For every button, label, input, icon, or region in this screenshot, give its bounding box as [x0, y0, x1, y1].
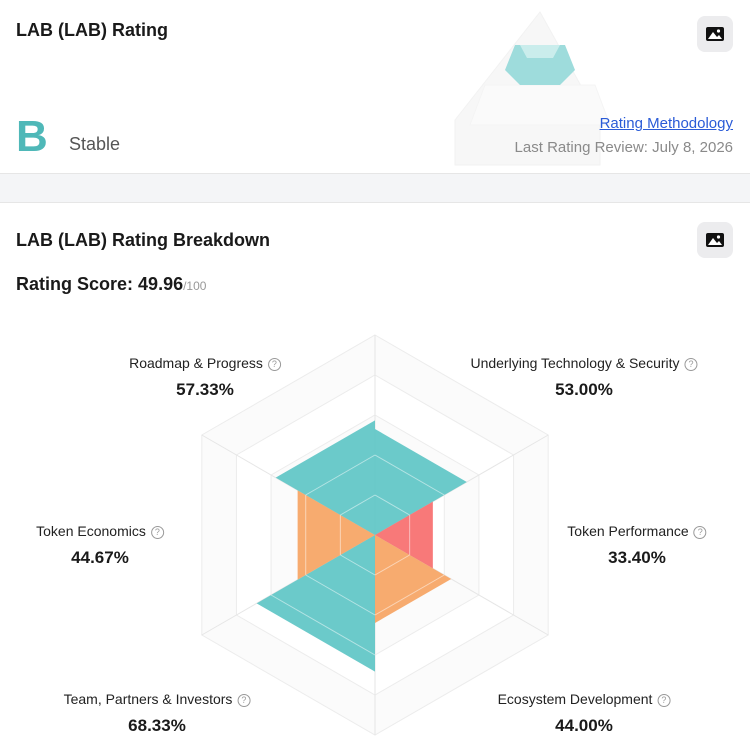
help-icon[interactable]: ?: [267, 358, 281, 371]
card-title: LAB (LAB) Rating: [16, 20, 168, 40]
image-button[interactable]: [697, 16, 733, 52]
breakdown-title: LAB (LAB) Rating Breakdown: [16, 230, 270, 250]
image-icon: [706, 233, 724, 247]
score: 49.96: [138, 274, 184, 294]
sector-stripe: [340, 494, 376, 516]
radar-label: Underlying Technology & Security? 53.00%: [470, 355, 698, 400]
item-value: 68.33%: [128, 716, 186, 735]
radar-sector: [275, 420, 375, 535]
radar-label: Team, Partners & Investors? 68.33%: [64, 691, 251, 736]
radar-label: Roadmap & Progress? 57.33%: [129, 355, 281, 400]
rating-card: [0, 0, 750, 174]
help-icon[interactable]: ?: [684, 358, 698, 371]
label-line: Token Performance?: [567, 523, 707, 541]
grade: B: [16, 112, 48, 161]
item-label: Ecosystem Development: [497, 691, 653, 707]
item-value: 53.00%: [555, 380, 613, 399]
item-value: 33.40%: [608, 548, 666, 567]
radar-label: Token Economics? 44.67%: [36, 523, 164, 568]
label-line: Token Economics?: [36, 523, 164, 541]
sector-stripe: [374, 574, 445, 616]
score-line: Rating Score: 49.96/100: [16, 274, 206, 295]
methodology-link[interactable]: Rating Methodology: [599, 115, 733, 132]
item-label: Roadmap & Progress: [129, 355, 263, 371]
sector-stripe: [374, 494, 410, 516]
pyramid-decoration: [454, 11, 611, 166]
help-icon[interactable]: ?: [693, 526, 707, 539]
help-icon[interactable]: ?: [237, 694, 251, 707]
sector-stripe: [340, 554, 376, 576]
help-icon[interactable]: ?: [150, 526, 164, 539]
label-line: Ecosystem Development?: [498, 691, 671, 709]
radar-shapes: [256, 420, 467, 672]
label-line: Underlying Technology & Security?: [470, 355, 698, 373]
image-button[interactable]: [697, 222, 733, 258]
radar-sector: [375, 501, 433, 569]
item-label: Underlying Technology & Security: [470, 355, 680, 371]
label-line: Team, Partners & Investors?: [64, 691, 251, 709]
radar-label: Ecosystem Development? 44.00%: [498, 691, 671, 736]
item-label: Token Economics: [36, 523, 146, 539]
sector-stripe: [270, 594, 376, 656]
radar-label: Token Performance? 33.40%: [567, 523, 707, 568]
status: Stable: [69, 134, 121, 154]
sector-stripe: [374, 454, 445, 496]
item-value: 44.67%: [71, 548, 129, 567]
item-label: Team, Partners & Investors: [63, 691, 233, 707]
sector-stripe: [305, 574, 376, 616]
image-icon: [706, 27, 724, 41]
item-label: Token Performance: [567, 523, 689, 539]
score-label: Rating Score:: [16, 274, 134, 294]
item-value: 57.33%: [176, 380, 234, 399]
item-value: 44.00%: [555, 716, 613, 735]
score-max: /100: [183, 279, 207, 293]
radar-sector: [297, 490, 375, 580]
sector-stripe: [374, 554, 410, 576]
label-line: Roadmap & Progress?: [129, 355, 281, 373]
help-icon[interactable]: ?: [657, 694, 671, 707]
last-review: Last Rating Review: July 8, 2026: [514, 139, 733, 156]
sector-stripe: [305, 454, 376, 496]
radar-sector: [375, 535, 452, 623]
